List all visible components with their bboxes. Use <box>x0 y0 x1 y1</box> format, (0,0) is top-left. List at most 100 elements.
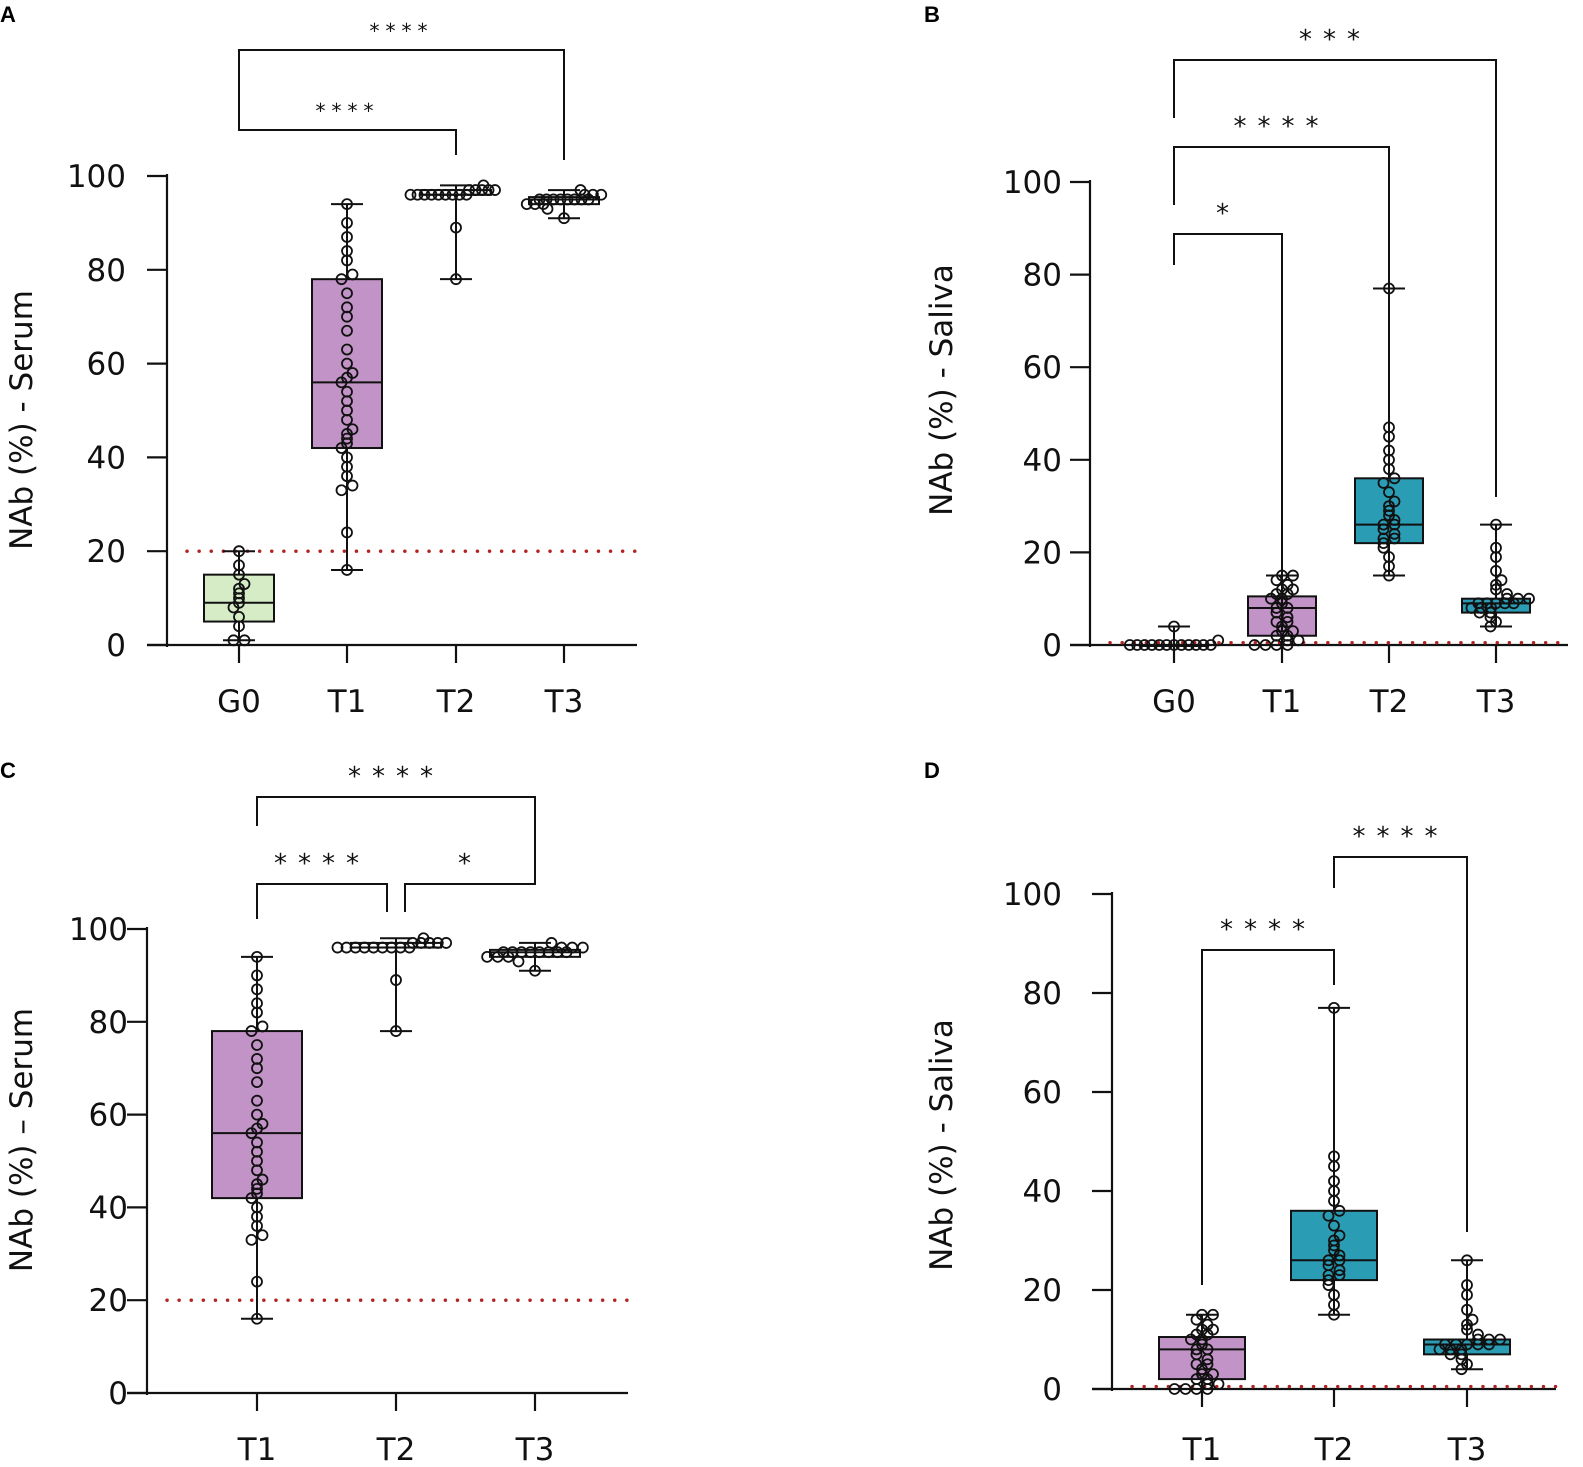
y-tick-label: 80 <box>1023 976 1062 1012</box>
y-axis-title: NAb (%) – Serum <box>4 1008 40 1272</box>
data-point <box>390 1025 402 1037</box>
data-point <box>1287 569 1299 582</box>
y-tick-label: 100 <box>1003 877 1062 913</box>
data-point <box>1472 1333 1484 1346</box>
data-point <box>341 451 353 464</box>
data-point <box>1328 1239 1340 1252</box>
data-point <box>1281 634 1294 647</box>
data-point <box>346 268 359 281</box>
data-point <box>417 932 430 945</box>
x-tick-label: T3 <box>544 684 584 720</box>
data-point <box>1168 639 1180 651</box>
y-tick-label: 40 <box>1023 1174 1062 1210</box>
data-point <box>1328 1219 1340 1232</box>
significance-bracket <box>238 49 565 160</box>
data-point <box>545 937 558 949</box>
data-point <box>418 188 431 201</box>
data-point <box>251 1182 263 1195</box>
significance-label: **** <box>1234 112 1330 142</box>
y-axis-title: NAb (%) - Serum <box>4 290 40 550</box>
box-group <box>311 198 383 576</box>
data-point <box>1153 639 1166 651</box>
data-point <box>340 941 353 954</box>
data-point <box>1490 541 1502 554</box>
data-point <box>341 231 353 243</box>
data-point <box>1248 639 1261 651</box>
data-point <box>238 578 251 590</box>
x-tick-label: T2 <box>436 684 476 720</box>
significance-label: *** <box>1299 25 1371 55</box>
data-point <box>406 937 419 949</box>
box-iqr <box>1423 1338 1511 1356</box>
significance-bracket <box>1333 856 1468 1232</box>
data-point <box>450 221 462 234</box>
data-point <box>251 950 263 963</box>
data-point <box>251 997 263 1010</box>
data-point <box>1328 1175 1340 1187</box>
data-point <box>251 1053 263 1065</box>
data-point <box>1444 1348 1457 1361</box>
x-tick-label: T1 <box>327 684 367 720</box>
data-point <box>1322 1274 1335 1286</box>
y-tick-label: 20 <box>89 1283 128 1319</box>
data-point <box>524 946 537 959</box>
data-point <box>1512 592 1524 605</box>
data-point <box>390 974 402 986</box>
y-axis-title: NAb (%) - Saliva <box>924 264 960 516</box>
data-point <box>245 1025 258 1037</box>
data-point <box>1328 1001 1340 1014</box>
y-tick-label: 80 <box>89 1005 128 1041</box>
data-point <box>1138 639 1151 651</box>
significance-bracket <box>1173 146 1390 465</box>
x-tick-label: T2 <box>376 1432 416 1467</box>
data-point <box>238 634 251 647</box>
significance-bracket <box>256 796 536 856</box>
data-point <box>346 479 359 492</box>
significance-label: * <box>1216 199 1240 229</box>
data-point <box>1207 1368 1219 1381</box>
data-point <box>341 287 353 300</box>
data-point <box>1501 592 1513 605</box>
data-point <box>1461 1323 1473 1336</box>
data-point <box>1388 532 1401 545</box>
data-point <box>1472 597 1485 610</box>
data-point <box>1123 639 1136 651</box>
y-tick-label: 100 <box>1003 165 1062 201</box>
significance-label: **** <box>348 762 444 792</box>
data-point <box>1212 634 1225 647</box>
data-point <box>341 198 353 211</box>
data-point <box>554 193 567 206</box>
data-point <box>432 188 445 201</box>
y-tick-label: 40 <box>1023 443 1062 479</box>
data-point <box>1333 1269 1346 1282</box>
x-tick-label: T2 <box>1314 1432 1354 1467</box>
y-tick-label: 20 <box>87 534 126 570</box>
y-tick-label: 40 <box>87 440 126 476</box>
y-tick-label: 0 <box>1042 1372 1062 1408</box>
box-group <box>203 545 275 647</box>
data-point <box>233 587 245 600</box>
data-point <box>1160 639 1173 651</box>
data-point <box>1501 588 1513 600</box>
data-point <box>341 343 353 356</box>
data-point <box>1461 1338 1473 1351</box>
data-point <box>1201 1378 1214 1390</box>
data-point <box>1322 1259 1335 1272</box>
data-point <box>440 937 453 949</box>
data-point <box>568 193 581 206</box>
data-point <box>251 1275 263 1288</box>
data-point <box>520 198 533 211</box>
data-point <box>1179 1383 1192 1395</box>
significance-bracket <box>1173 233 1283 632</box>
data-point <box>1182 639 1195 651</box>
y-tick-label: 60 <box>1023 1075 1062 1111</box>
data-point <box>349 941 362 954</box>
y-tick-label: 100 <box>69 912 128 948</box>
data-point <box>251 1076 263 1089</box>
panel-d: D 0 20 40 60 80 100 NAb (%) - Saliva T1 T2 T3 ****… <box>924 758 1558 1467</box>
data-point <box>533 193 546 206</box>
box-group <box>211 950 303 1325</box>
data-point <box>1483 1333 1495 1346</box>
data-point <box>341 526 353 539</box>
data-point <box>1481 597 1494 610</box>
